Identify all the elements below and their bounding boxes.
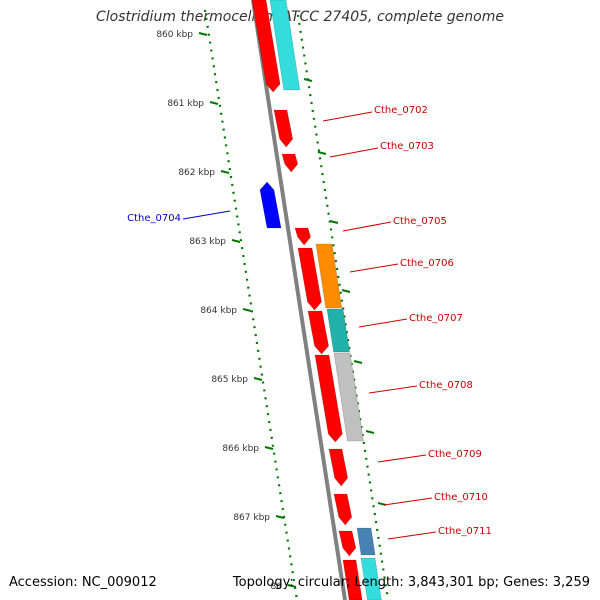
label-layer: Cthe_0702 Cthe_0703 Cthe_0704 Cthe_0705 Cthe… bbox=[127, 105, 492, 540]
gene-arrow bbox=[307, 310, 329, 355]
gene-arrow bbox=[281, 153, 299, 173]
gene-arrow bbox=[251, 0, 281, 93]
feature-block bbox=[269, 0, 301, 91]
label-leader-line bbox=[349, 263, 399, 273]
minor-tick bbox=[365, 430, 375, 434]
minor-tick bbox=[329, 220, 339, 224]
feature-layer bbox=[251, 0, 382, 600]
major-tick bbox=[220, 170, 230, 174]
backbone-layer bbox=[251, 0, 347, 600]
gene-arrow bbox=[314, 354, 343, 443]
gene-arrow bbox=[273, 109, 293, 148]
label-leader-line bbox=[342, 221, 392, 232]
gene-arrow bbox=[297, 247, 322, 311]
label-leader-line bbox=[387, 531, 437, 540]
major-tick bbox=[209, 101, 219, 105]
tick-layer: 860 kbp 861 kbp 862 kbp 863 kbp 864 kbp 865 k… bbox=[156, 9, 390, 600]
feature-block bbox=[326, 308, 350, 353]
gene-arrow bbox=[333, 493, 353, 526]
gene-label[interactable]: Cthe_0711 bbox=[438, 526, 492, 537]
gene-label[interactable]: Cthe_0702 bbox=[374, 105, 428, 116]
feature-block bbox=[356, 527, 376, 556]
gene-label[interactable]: Cthe_0704 bbox=[127, 213, 181, 224]
accession-text: Accession: NC_009012 bbox=[9, 575, 157, 590]
feature-block bbox=[360, 557, 382, 600]
tick-label: 86 bbox=[271, 582, 283, 592]
major-tick bbox=[242, 308, 252, 312]
tick-label: 866 kbp bbox=[222, 444, 259, 454]
gene-label[interactable]: Cthe_0706 bbox=[400, 258, 454, 269]
gene-label[interactable]: Cthe_0703 bbox=[380, 141, 434, 152]
feature-block bbox=[315, 243, 343, 309]
label-leader-line bbox=[329, 147, 379, 158]
minor-tick bbox=[317, 151, 327, 155]
gene-arrow bbox=[338, 530, 357, 557]
gene-label[interactable]: Cthe_0708 bbox=[419, 380, 473, 391]
label-leader-line bbox=[377, 454, 427, 463]
tick-label: 864 kbp bbox=[200, 306, 237, 316]
gene-label[interactable]: Cthe_0710 bbox=[434, 492, 488, 503]
tick-label: 861 kbp bbox=[167, 99, 204, 109]
major-tick bbox=[287, 584, 297, 588]
major-tick bbox=[198, 32, 208, 36]
gene-arrow bbox=[328, 448, 348, 487]
label-leader-line bbox=[383, 497, 433, 506]
tick-label: 867 kbp bbox=[233, 513, 270, 523]
major-tick bbox=[275, 515, 285, 519]
backbone-line bbox=[251, 0, 347, 600]
tick-label: 863 kbp bbox=[189, 237, 226, 247]
gene-label[interactable]: Cthe_0705 bbox=[393, 216, 447, 227]
label-leader-line bbox=[358, 318, 408, 328]
minor-tick bbox=[303, 78, 313, 82]
label-leader-line bbox=[322, 111, 373, 122]
label-leader-line bbox=[368, 385, 418, 394]
tick-label: 862 kbp bbox=[178, 168, 215, 178]
minor-tick bbox=[353, 360, 363, 364]
gene-arrow bbox=[342, 559, 363, 600]
gene-arrow bbox=[259, 181, 282, 229]
tick-label: 865 kbp bbox=[211, 375, 248, 385]
topology-text: Topology: circular; Length: 3,843,301 bp… bbox=[232, 575, 590, 590]
major-tick bbox=[264, 446, 274, 450]
label-leader-line bbox=[182, 210, 231, 220]
major-tick bbox=[253, 377, 263, 381]
feature-block bbox=[333, 352, 364, 442]
gene-label[interactable]: Cthe_0707 bbox=[409, 313, 463, 324]
major-tick bbox=[231, 239, 241, 243]
gene-arrow bbox=[294, 227, 311, 246]
gene-label[interactable]: Cthe_0709 bbox=[428, 449, 482, 460]
tick-label: 860 kbp bbox=[156, 30, 193, 40]
minor-tick bbox=[341, 289, 351, 293]
map-title: Clostridium thermocellum ATCC 27405, com… bbox=[96, 9, 504, 25]
left-tick-track bbox=[203, 9, 299, 600]
